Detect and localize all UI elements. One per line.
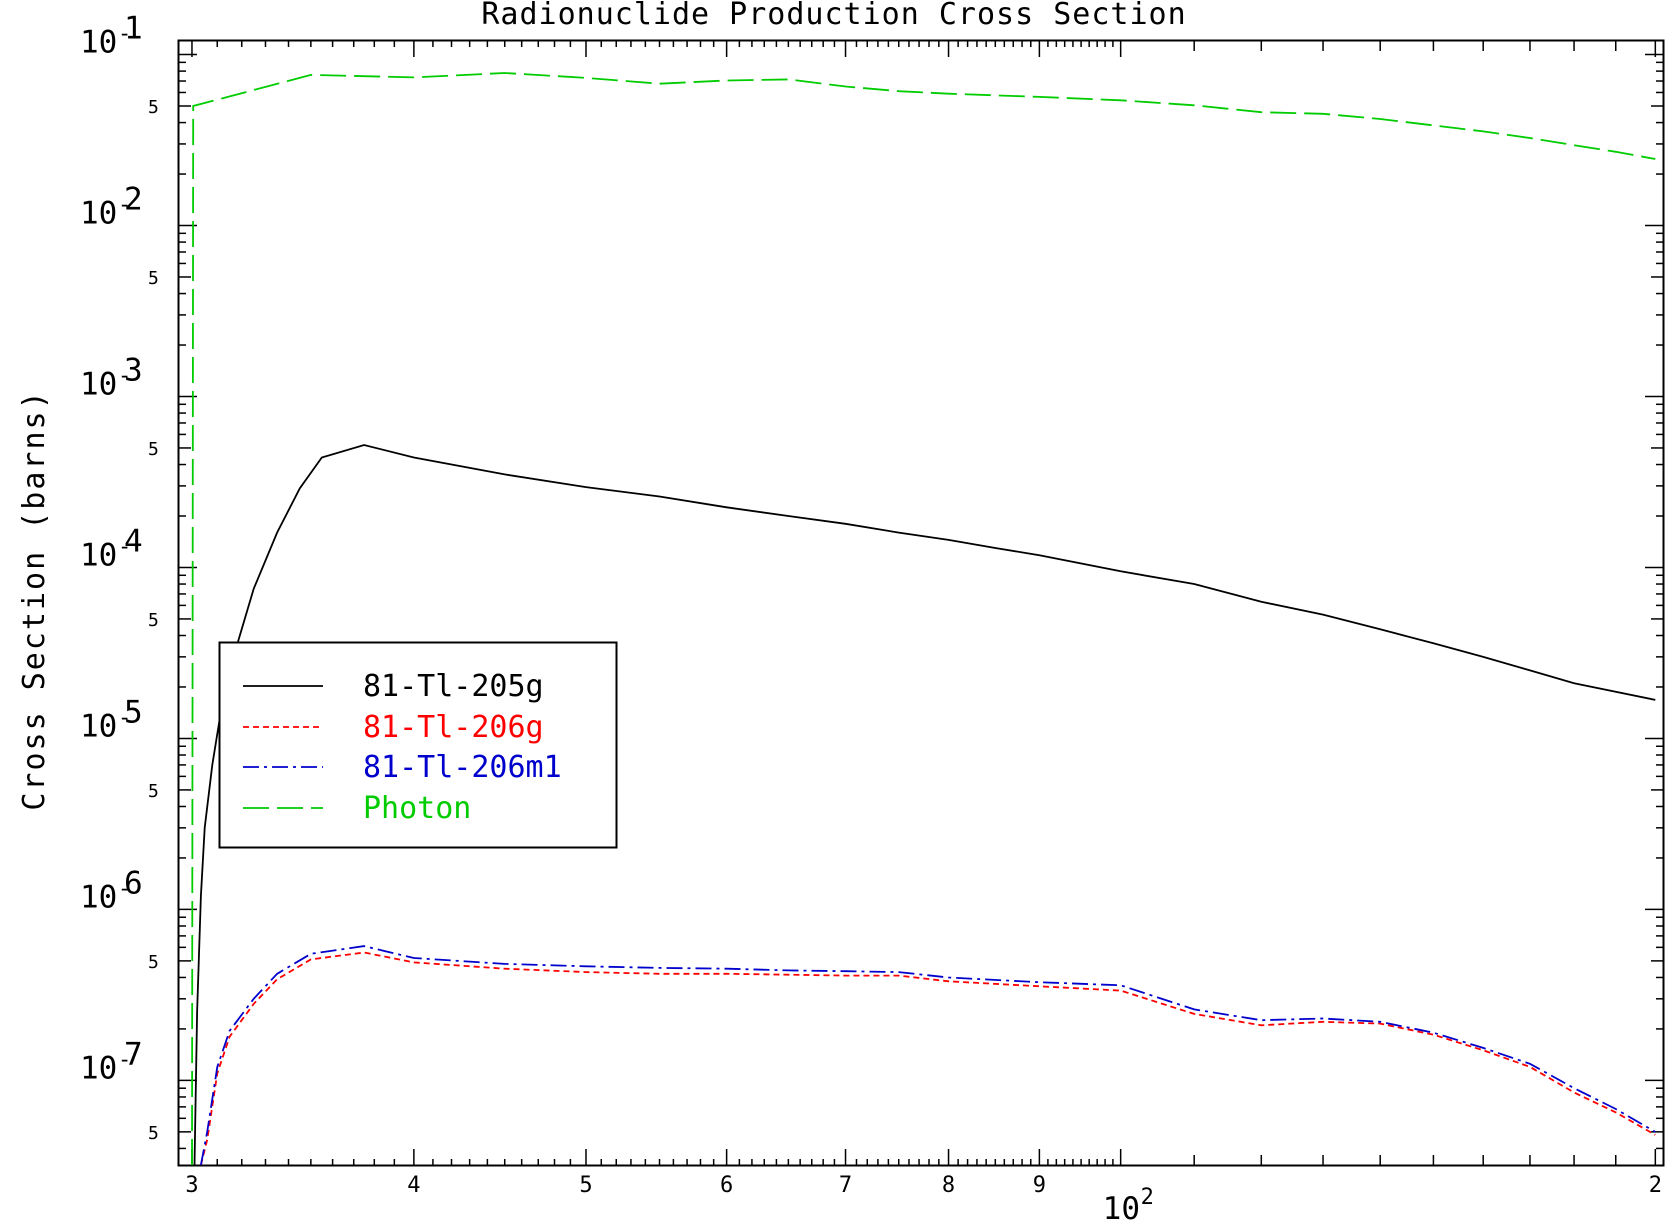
series-line-3	[191, 72, 1656, 1166]
axis-ticks	[179, 41, 1663, 1165]
x-tick-label: 3	[185, 1173, 198, 1198]
legend-label: 81-Tl-206g	[363, 710, 544, 745]
plot-frame	[177, 39, 1665, 1167]
y-five-label: 5	[148, 781, 159, 802]
legend-label: Photon	[363, 791, 471, 826]
y-five-label: 5	[148, 97, 159, 118]
x-decade-label: 10	[1103, 1191, 1140, 1225]
y-five-label: 5	[148, 1123, 159, 1144]
y-five-label: 5	[148, 439, 159, 460]
chart-title: Radionuclide Production Cross Section	[481, 0, 1186, 32]
y-five-label: 5	[148, 952, 159, 973]
y-decade-minus: -	[118, 363, 131, 388]
x-tick-label: 2	[1649, 1173, 1662, 1198]
y-decade-minus: -	[118, 705, 131, 730]
x-tick-label: 8	[942, 1173, 955, 1198]
legend-items: 81-Tl-205g 81-Tl-206g 81-Tl-206m1 Photon	[243, 669, 562, 826]
y-decade-exponent: 7	[124, 1036, 143, 1072]
y-decade-label: 10	[80, 708, 117, 744]
y-decade-minus: -	[118, 193, 131, 218]
y-decade-exponent: 6	[124, 865, 143, 901]
y-decade-label: 10	[80, 537, 117, 573]
y-decade-minus: -	[118, 22, 131, 47]
x-tick-label: 7	[839, 1173, 852, 1198]
x-tick-label: 5	[579, 1173, 592, 1198]
x-decade-exponent: 2	[1141, 1185, 1154, 1210]
series-line-1	[200, 951, 1656, 1166]
y-five-label: 5	[148, 610, 159, 631]
y-decade-exponent: 3	[124, 352, 143, 388]
series-line-2	[200, 945, 1656, 1166]
y-decade-label: 10	[80, 25, 117, 61]
legend-box	[218, 641, 618, 849]
y-decade-label: 10	[80, 879, 117, 915]
y-decade-minus: -	[118, 534, 131, 559]
y-decade-minus: -	[118, 1047, 131, 1072]
y-decade-exponent: 2	[124, 182, 143, 218]
x-tick-label: 4	[407, 1173, 420, 1198]
series-lines	[191, 72, 1656, 1166]
legend-label: 81-Tl-205g	[363, 669, 544, 704]
y-decade-minus: -	[118, 876, 131, 901]
y-decade-label: 10	[80, 196, 117, 232]
y-decade-label: 10	[80, 1050, 117, 1086]
legend: 81-Tl-205g 81-Tl-206g 81-Tl-206m1 Photon	[218, 641, 618, 849]
x-tick-label: 6	[720, 1173, 733, 1198]
y-five-label: 5	[148, 268, 159, 289]
x-tick-labels: 3 4 5 6 7 8 9 210 2	[185, 1173, 1662, 1225]
y-axis-label: Cross Section (barns)	[17, 389, 52, 810]
legend-label: 81-Tl-206m1	[363, 750, 562, 785]
y-decade-label: 10	[80, 366, 117, 402]
y-decade-exponent: 5	[124, 694, 143, 730]
x-tick-label: 9	[1033, 1173, 1046, 1198]
y-decade-exponent: 4	[124, 523, 143, 559]
y-decade-exponent: 1	[124, 11, 143, 47]
